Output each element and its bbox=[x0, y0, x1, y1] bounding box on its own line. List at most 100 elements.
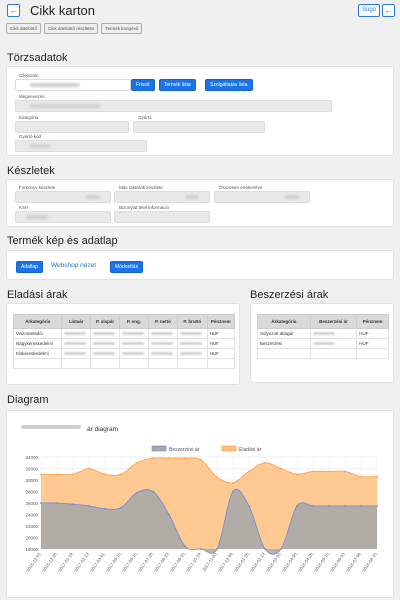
row-name: Súlyozott átlagár bbox=[257, 328, 311, 339]
top-bar: ← Cikk karton Súgó ← bbox=[0, 0, 400, 22]
data-point bbox=[56, 473, 58, 476]
data-point bbox=[136, 461, 138, 464]
diagram-card: ár diagram Beszerzési ár Eladási ár 18000 20… bbox=[6, 410, 394, 598]
empty-row bbox=[257, 348, 389, 359]
subtab-cikk-attekinto-reszletes[interactable]: Cikk áttekintő részletes bbox=[44, 23, 99, 34]
chart-title: ár diagram bbox=[87, 426, 118, 433]
data-point bbox=[264, 548, 266, 550]
gyarto-kod-label: Gyártó kód bbox=[19, 134, 42, 139]
price-cell bbox=[147, 338, 179, 349]
price-cell bbox=[177, 348, 208, 359]
column-header: Pénznem bbox=[356, 314, 389, 329]
price-cell bbox=[177, 328, 208, 339]
y-tick-label: 28000 bbox=[25, 489, 38, 494]
service-list-button[interactable]: Szolgáltatás lista bbox=[205, 79, 253, 91]
column-header: Pénznem bbox=[206, 314, 236, 329]
bizonylat-field bbox=[114, 211, 210, 223]
data-point bbox=[168, 457, 170, 460]
data-point bbox=[152, 457, 154, 460]
data-point bbox=[104, 507, 106, 510]
data-point bbox=[216, 548, 218, 550]
data-point bbox=[168, 513, 170, 516]
data-point bbox=[40, 473, 42, 476]
y-tick-label: 26000 bbox=[25, 501, 38, 506]
gyarto-label: Gyártó bbox=[138, 115, 152, 120]
arrow-left-icon: ← bbox=[384, 5, 393, 15]
price-cell bbox=[177, 338, 208, 349]
price-cell bbox=[89, 348, 121, 359]
forkonyv-field bbox=[15, 191, 111, 203]
x-tick-label: 2017-11-03 bbox=[201, 551, 218, 572]
megnevezes-label: Megnevezés bbox=[19, 94, 45, 99]
data-point bbox=[360, 504, 362, 507]
x-tick-label: 2017-12-06 bbox=[217, 551, 234, 572]
data-point bbox=[184, 457, 186, 460]
kategoria-label: Kategória bbox=[19, 115, 39, 120]
table-row: Viszonteladói HUF bbox=[12, 328, 236, 339]
column-header: P. bruttó bbox=[177, 314, 208, 329]
subtab-cikk-attekinto[interactable]: Cikk áttekintő bbox=[6, 23, 42, 34]
table-row: Kiskereskedelmi HUF bbox=[12, 348, 236, 359]
back-button-right[interactable]: ← bbox=[382, 4, 395, 17]
data-point bbox=[104, 473, 106, 476]
x-tick-label: 2017-08-23 bbox=[153, 551, 170, 572]
x-tick-label: 2017-10-24 bbox=[185, 551, 202, 572]
webshop-link[interactable]: Webshop nézet bbox=[51, 262, 97, 269]
series-area bbox=[41, 489, 377, 555]
legend-swatch bbox=[221, 445, 237, 452]
keszletek-card: Forkönyv készlete Más raktárak készlete … bbox=[6, 179, 394, 227]
y-tick-label: 20000 bbox=[25, 535, 38, 540]
help-button[interactable]: Súgó bbox=[357, 4, 380, 17]
ksh-label: KSH bbox=[19, 205, 29, 210]
refresh-button[interactable]: Frissít bbox=[131, 79, 155, 91]
y-tick-label: 34000 bbox=[25, 455, 38, 460]
data-point bbox=[56, 502, 58, 504]
data-point bbox=[88, 504, 90, 507]
row-name: Nagykereskedelmi bbox=[12, 338, 63, 349]
osszesen-label: Összesen értékesítve bbox=[219, 185, 263, 190]
back-button[interactable]: ← bbox=[7, 4, 20, 17]
y-tick-label: 22000 bbox=[25, 524, 38, 529]
price-cell bbox=[89, 328, 121, 339]
beszerzesi-title: Beszerzési árak bbox=[250, 289, 329, 301]
x-tick-label: 2017-03-01 bbox=[89, 551, 106, 572]
x-tick-label: 2018-07-08 bbox=[345, 551, 362, 572]
bizonylat-label: Bizonylat tétel információ bbox=[119, 205, 170, 210]
product-list-button[interactable]: Termék lista bbox=[159, 79, 196, 91]
price-cell bbox=[61, 348, 91, 359]
table-row: Beszerzési HUF bbox=[257, 338, 389, 349]
price-cell bbox=[61, 338, 91, 349]
price-cell bbox=[147, 328, 179, 339]
data-point bbox=[280, 467, 282, 470]
row-name: Kiskereskedelmi bbox=[12, 348, 63, 359]
x-tick-label: 2016-12-01 bbox=[25, 551, 42, 572]
x-tick-label: 2017-01-19 bbox=[57, 551, 74, 572]
row-currency: HUF bbox=[206, 348, 236, 359]
data-point bbox=[248, 470, 250, 473]
price-cell bbox=[61, 328, 91, 339]
data-point bbox=[280, 548, 282, 550]
chart-title-blur bbox=[21, 425, 81, 429]
row-name: Beszerzési bbox=[257, 338, 311, 349]
row-currency: HUF bbox=[356, 328, 389, 339]
empty-row bbox=[12, 358, 236, 369]
cikkszam-input[interactable] bbox=[15, 79, 131, 91]
data-point bbox=[72, 503, 74, 506]
subtab-termek-kongeso[interactable]: Termék kongéső bbox=[101, 23, 143, 34]
data-point bbox=[136, 491, 138, 494]
data-point bbox=[200, 548, 202, 550]
data-point bbox=[200, 458, 202, 461]
kategoria-field bbox=[15, 121, 129, 133]
data-point bbox=[312, 504, 314, 507]
x-tick-label: 2016-12-20 bbox=[41, 551, 58, 572]
legend-label: Eladási ár bbox=[239, 447, 262, 453]
data-point bbox=[344, 504, 346, 507]
forkonyv-label: Forkönyv készlete bbox=[19, 185, 56, 190]
column-header: P. nettó bbox=[147, 314, 179, 329]
modositas-button[interactable]: Módosítás bbox=[110, 261, 144, 273]
row-currency: HUF bbox=[206, 338, 236, 349]
x-tick-label: 2018-04-25 bbox=[297, 551, 314, 572]
mas-raktarak-label: Más raktárak készlete bbox=[119, 185, 163, 190]
adatlap-button[interactable]: Adatlap bbox=[16, 261, 43, 273]
